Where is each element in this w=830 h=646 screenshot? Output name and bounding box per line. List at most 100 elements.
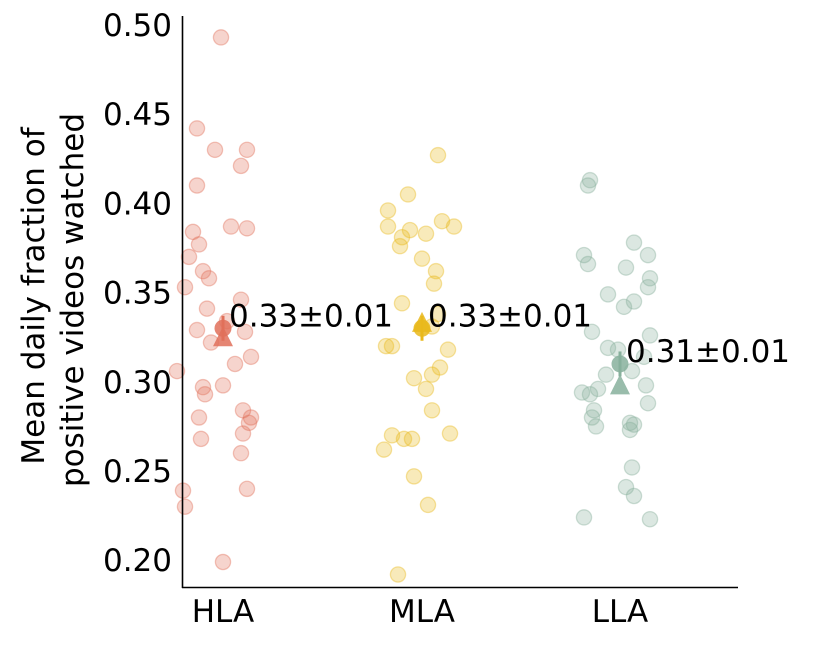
data-point: [403, 430, 421, 448]
data-point: [413, 250, 431, 267]
data-point: [617, 259, 635, 276]
data-point: [212, 29, 230, 46]
data-point: [581, 386, 599, 403]
data-point: [190, 409, 208, 426]
data-point: [433, 212, 451, 230]
data-point: [617, 478, 635, 496]
y-axis-label-line-1: Mean daily fraction of: [16, 126, 52, 464]
data-point: [194, 378, 212, 396]
data-point: [583, 323, 601, 341]
data-point: [238, 220, 256, 237]
mean-marker: [413, 319, 431, 337]
data-point: [621, 414, 639, 432]
data-point: [429, 146, 447, 164]
data-point: [232, 291, 250, 308]
summary-mla: 0.33±0.01: [412, 298, 592, 341]
data-point: [621, 421, 639, 439]
data-point: [184, 223, 202, 241]
data-point: [641, 270, 659, 287]
y-tick-label: 0.25: [103, 454, 172, 490]
data-point: [180, 248, 198, 266]
data-point: [575, 246, 593, 264]
data-point: [417, 380, 435, 398]
data-point: [226, 355, 244, 373]
data-point: [188, 120, 206, 137]
data-point: [234, 425, 252, 442]
data-point: [391, 237, 409, 255]
data-point: [379, 218, 397, 235]
data-point: [196, 386, 214, 403]
data-point: [587, 418, 605, 435]
data-point: [639, 278, 657, 296]
data-point: [200, 270, 218, 287]
data-point: [589, 380, 607, 398]
data-point: [623, 459, 641, 476]
summary-markers: 0.33±0.01 0.33±0.01 0.31±0.01: [213, 298, 790, 395]
data-point: [625, 487, 643, 505]
data-point: [597, 366, 615, 383]
x-tick-label-hla: HLA: [192, 594, 255, 630]
data-point: [439, 341, 457, 358]
data-point: [236, 323, 254, 341]
x-tick-label-mla: MLA: [389, 594, 455, 630]
data-point: [242, 409, 260, 426]
data-point: [232, 444, 250, 462]
data-point: [375, 441, 393, 458]
mean-marker: [214, 319, 232, 337]
data-point: [417, 225, 435, 242]
data-point: [609, 341, 627, 358]
data-point: [393, 295, 411, 312]
mean-annotation: 0.31±0.01: [626, 334, 790, 370]
data-point: [575, 509, 593, 526]
points-lla: [573, 171, 659, 528]
data-point: [431, 359, 449, 376]
data-point: [401, 221, 419, 239]
data-point: [445, 218, 463, 235]
mean-annotation: 0.33±0.01: [428, 298, 592, 334]
summary-lla: 0.31±0.01: [610, 334, 790, 395]
y-axis-ticks: 0.20 0.25 0.30 0.35 0.40 0.45 0.50: [103, 8, 172, 579]
data-point: [188, 321, 206, 339]
data-point: [214, 377, 232, 394]
data-point: [615, 298, 633, 316]
data-point: [393, 229, 411, 246]
data-point: [429, 305, 447, 323]
data-point: [188, 177, 206, 194]
data-point: [238, 141, 256, 159]
data-point: [198, 300, 216, 317]
data-point: [579, 177, 597, 194]
data-point: [383, 337, 401, 355]
x-axis-ticks: HLA MLA LLA: [192, 594, 648, 630]
data-point: [625, 293, 643, 310]
y-tick-label: 0.40: [103, 186, 172, 222]
data-point: [214, 553, 232, 571]
points-mla: [375, 146, 463, 583]
data-point: [405, 468, 423, 485]
data-point: [168, 362, 186, 380]
data-points: [168, 29, 659, 583]
data-point: [176, 278, 194, 296]
data-point: [419, 496, 437, 514]
y-tick-label: 0.35: [103, 276, 172, 312]
data-point: [377, 337, 395, 355]
data-point: [399, 186, 417, 203]
data-point: [238, 480, 256, 498]
data-point: [395, 430, 413, 448]
data-point: [441, 425, 459, 442]
summary-hla: 0.33±0.01: [213, 298, 393, 347]
data-point: [383, 427, 401, 444]
data-point: [585, 402, 603, 419]
data-point: [625, 234, 643, 251]
data-point: [639, 246, 657, 264]
data-point: [639, 394, 657, 412]
y-axis-label: Mean daily fraction of positive videos w…: [16, 113, 91, 487]
x-tick-label-lla: LLA: [592, 594, 648, 630]
y-tick-label: 0.50: [103, 8, 172, 44]
y-tick-label: 0.20: [103, 543, 172, 579]
data-point: [641, 327, 659, 344]
data-point: [234, 402, 252, 419]
data-point: [579, 255, 597, 273]
data-point: [581, 171, 599, 189]
y-axis-label-line-2: positive videos watched: [55, 113, 91, 487]
